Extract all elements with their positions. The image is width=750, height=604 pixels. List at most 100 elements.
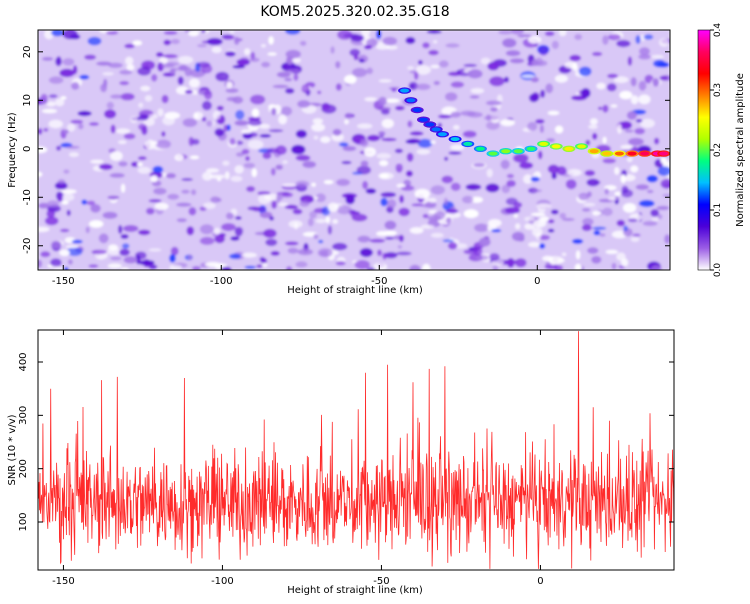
texture-blob (445, 209, 459, 214)
texture-blob (199, 236, 215, 245)
texture-blob (590, 118, 598, 125)
texture-blob (165, 173, 176, 179)
texture-blob (241, 148, 250, 155)
texture-blob (50, 258, 62, 267)
texture-blob (116, 128, 131, 134)
texture-blob (638, 94, 651, 105)
texture-blob (63, 266, 69, 270)
texture-blob (68, 259, 73, 265)
texture-blob (106, 101, 115, 109)
texture-blob (463, 209, 479, 219)
texture-blob (504, 206, 521, 214)
texture-blob (65, 245, 79, 249)
texture-blob (55, 98, 65, 107)
texture-blob (225, 51, 236, 57)
texture-blob (135, 251, 147, 260)
texture-blob (444, 156, 449, 161)
texture-blob (311, 182, 316, 187)
texture-blob (527, 121, 538, 131)
texture-blob (376, 30, 382, 40)
x-tick-label: 0 (534, 276, 540, 287)
texture-blob (132, 40, 143, 46)
texture-blob (332, 128, 342, 136)
texture-blob (651, 217, 660, 222)
texture-blob (189, 68, 206, 78)
texture-blob (181, 178, 194, 181)
texture-blob (291, 144, 306, 155)
texture-blob (462, 130, 477, 138)
texture-blob (285, 88, 295, 94)
texture-blob (428, 197, 437, 203)
texture-blob (415, 65, 431, 75)
texture-blob (235, 152, 245, 157)
texture-blob (406, 152, 414, 162)
texture-blob (321, 206, 331, 216)
texture-blob (366, 67, 374, 75)
texture-blob (140, 85, 151, 92)
texture-blob (244, 265, 257, 269)
texture-blob (422, 263, 431, 270)
texture-blob (201, 116, 207, 122)
texture-blob (380, 192, 397, 198)
texture-blob (295, 154, 311, 161)
texture-blob (363, 147, 376, 157)
track-point (551, 144, 561, 149)
texture-blob (317, 90, 322, 95)
texture-blob (548, 256, 564, 265)
texture-blob (102, 211, 118, 219)
texture-blob (148, 248, 162, 252)
signal-track (398, 87, 670, 157)
texture-blob (502, 38, 517, 48)
texture-blob (409, 227, 424, 234)
texture-blob (204, 262, 221, 267)
texture-blob (584, 170, 596, 177)
x-tick-label: -150 (52, 276, 75, 287)
texture-blob (201, 64, 213, 74)
texture-blob (138, 114, 149, 121)
texture-blob (330, 46, 335, 54)
texture-blob (335, 61, 341, 69)
x-tick-label: -50 (371, 276, 387, 287)
texture-blob (547, 228, 555, 233)
texture-blob (500, 119, 515, 127)
texture-blob (602, 35, 609, 45)
texture-blob (544, 31, 555, 37)
texture-blob (397, 245, 402, 249)
texture-blob (650, 265, 663, 270)
texture-blob (119, 248, 130, 256)
track-point (475, 146, 485, 151)
texture-blob (506, 180, 516, 187)
texture-blob (485, 100, 502, 106)
texture-blob (197, 44, 207, 48)
texture-blob (125, 56, 134, 65)
texture-blob (110, 256, 122, 261)
texture-blob (536, 203, 552, 209)
texture-blob (632, 233, 641, 237)
texture-blob (200, 30, 206, 34)
texture-blob (462, 195, 474, 204)
spectrogram-frame (37, 29, 671, 271)
texture-blob (487, 61, 500, 71)
texture-blob (263, 228, 277, 238)
texture-blob (221, 34, 233, 38)
colorbar-label: Normalized spectral amplitude (735, 73, 746, 227)
texture-blob (312, 118, 323, 124)
texture-blob (178, 56, 194, 64)
texture-blob (161, 94, 169, 104)
texture-blob (415, 83, 431, 91)
x-tick-label: 0 (537, 576, 543, 587)
texture-blob (271, 200, 277, 209)
texture-blob (186, 226, 195, 236)
texture-blob (607, 73, 619, 79)
texture-blob (313, 233, 319, 240)
track-point (438, 132, 447, 137)
texture-blob (189, 155, 200, 160)
texture-blob (270, 167, 276, 176)
texture-blob (450, 81, 465, 88)
texture-blob (213, 227, 221, 235)
texture-blob (630, 165, 639, 173)
texture-blob (177, 76, 184, 85)
texture-blob (396, 251, 412, 256)
texture-blob (110, 151, 123, 161)
texture-blob (154, 202, 169, 211)
